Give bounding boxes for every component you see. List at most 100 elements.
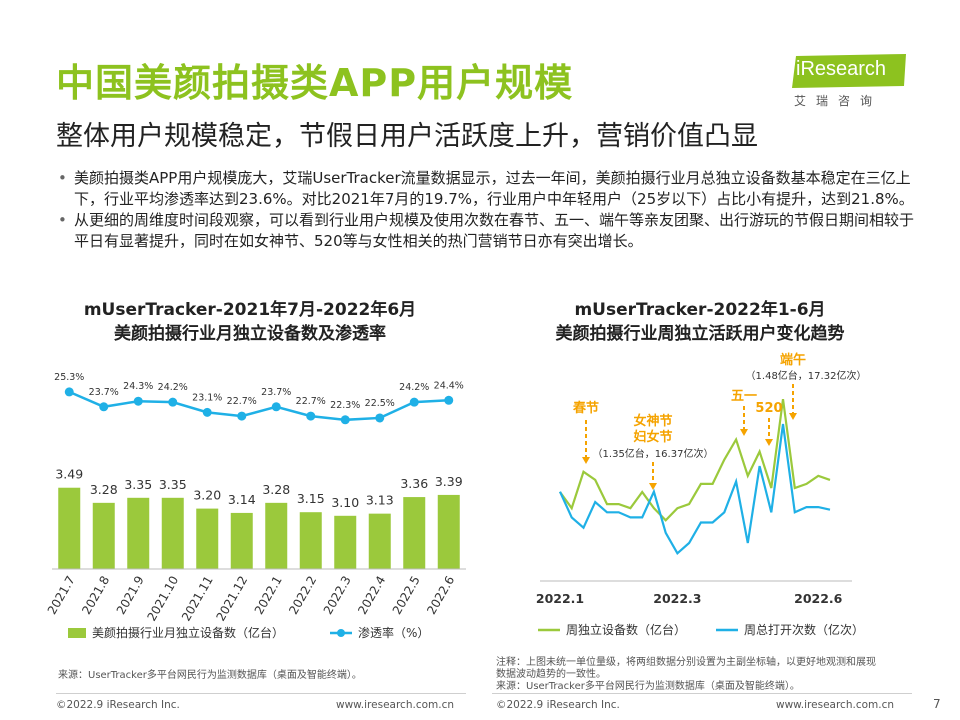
- x-tick-label: 2022.3: [321, 574, 354, 617]
- legend-opens-label: 周总打开次数（亿次）: [744, 622, 864, 637]
- penetration-line: [68, 390, 449, 422]
- bar: [230, 512, 253, 569]
- x-tick-label: 2022.1: [536, 591, 584, 606]
- annotation-arrowhead: [582, 457, 590, 464]
- footer-divider-left: [56, 693, 466, 694]
- penetration-point: [168, 397, 178, 407]
- bar: [265, 502, 288, 569]
- bar: [161, 497, 184, 569]
- annotation-arrowhead: [740, 429, 748, 436]
- logo-cn-text: 艾瑞咨询: [794, 94, 883, 108]
- bar-value-label: 3.39: [435, 474, 463, 489]
- left-chart-title-1: mUserTracker-2021年7月-2022年6月: [83, 300, 417, 320]
- monthly-devices-chart: 3.49 2021.7 3.28 2021.8 3.35 2021.9 3.35 2021.1…: [45, 372, 466, 640]
- penetration-point: [202, 407, 212, 417]
- right-chart-title-2: 美颜拍摄行业周独立活跃用户变化趋势: [555, 324, 845, 344]
- x-tick-label: 2022.3: [653, 591, 701, 606]
- penetration-label: 22.7%: [227, 396, 257, 407]
- weekly-opens-line: [558, 423, 831, 556]
- right-chart-title-1: mUserTracker-2022年1-6月: [574, 300, 826, 320]
- logo-badge: [792, 54, 906, 88]
- penetration-point: [99, 402, 109, 412]
- annotation-label: 妇女节: [632, 429, 672, 445]
- penetration-label: 23.7%: [89, 387, 119, 398]
- right-chart-note-1: 注释：上图未统一单位量级，将两组数据分别设置为主副坐标轴，以更好地观测和展现: [496, 657, 876, 668]
- annotation-label: 520: [755, 401, 782, 416]
- annotation-arrowhead: [789, 413, 797, 420]
- page-title: 中国美颜拍摄类APP用户规模: [56, 61, 574, 105]
- x-tick-label: 2022.2: [286, 574, 319, 617]
- x-tick-label: 2021.10: [144, 574, 181, 624]
- bar-value-label: 3.14: [228, 492, 256, 507]
- iresearch-logo: iResearch 艾瑞咨询: [790, 54, 910, 110]
- bullet-item: 从更细的周维度时间段观察，可以看到行业用户规模及使用次数在春节、五一、端午等亲友…: [56, 210, 926, 252]
- x-tick-label: 2022.1: [252, 574, 285, 617]
- bar-value-label: 3.13: [366, 493, 394, 508]
- annotation-value: （1.35亿台，16.37亿次）: [593, 447, 714, 460]
- bullet-item: 美颜拍摄类APP用户规模庞大，艾瑞UserTracker流量数据显示，过去一年间…: [56, 168, 926, 210]
- annotation-arrowhead: [765, 439, 773, 446]
- penetration-point: [375, 413, 385, 423]
- x-tick-label: 2022.6: [424, 574, 457, 617]
- x-tick-label: 2021.11: [179, 574, 216, 624]
- bar: [403, 497, 426, 569]
- penetration-label: 22.5%: [365, 398, 395, 409]
- bar-value-label: 3.10: [331, 495, 359, 510]
- bar-value-label: 3.35: [124, 477, 152, 492]
- bar-value-label: 3.15: [297, 491, 325, 506]
- x-tick-label: 2021.7: [45, 574, 78, 617]
- x-tick-label: 2021.8: [79, 574, 112, 617]
- penetration-point: [271, 402, 281, 412]
- page-number: 7: [933, 697, 941, 711]
- penetration-point: [133, 396, 143, 406]
- penetration-point: [444, 395, 454, 405]
- footer-copyright: ©2022.9 iResearch Inc.: [496, 699, 620, 711]
- annotation-value: （1.48亿台，17.32亿次）: [746, 369, 867, 382]
- annotation-label: 端午: [780, 352, 806, 368]
- legend-bar-label: 美颜拍摄行业月独立设备数（亿台）: [92, 625, 284, 640]
- footer-divider-right: [492, 693, 912, 694]
- page-subtitle: 整体用户规模稳定，节假日用户活跃度上升，营销价值凸显: [56, 121, 758, 152]
- right-chart-source: 来源：UserTracker多平台网民行为监测数据库（桌面及智能终端）。: [496, 681, 800, 692]
- penetration-point: [340, 415, 350, 425]
- x-tick-label: 2022.6: [794, 591, 843, 606]
- penetration-label: 22.7%: [296, 396, 326, 407]
- bar: [334, 515, 357, 569]
- bar: [299, 512, 322, 569]
- bar: [437, 494, 460, 569]
- penetration-label: 24.2%: [158, 382, 188, 393]
- bar: [92, 502, 115, 569]
- penetration-label: 24.2%: [399, 382, 429, 393]
- left-chart-title-2: 美颜拍摄行业月独立设备数及渗透率: [114, 324, 386, 344]
- penetration-point: [237, 411, 247, 421]
- right-chart-note-2: 数据波动趋势的一致性。: [496, 669, 606, 680]
- legend-bar-swatch: [68, 628, 86, 638]
- x-tick-label: 2021.12: [213, 574, 250, 624]
- penetration-label: 25.3%: [54, 372, 84, 383]
- bar-value-label: 3.20: [193, 488, 221, 503]
- penetration-point: [64, 387, 74, 397]
- logo-text: iResearch: [796, 58, 887, 80]
- bar: [196, 508, 219, 569]
- bar: [127, 497, 150, 569]
- bar-value-label: 3.35: [159, 477, 187, 492]
- bar: [368, 513, 391, 569]
- weekly-devices-line: [559, 398, 831, 522]
- penetration-label: 24.3%: [123, 381, 153, 392]
- footer-website: www.iresearch.com.cn: [336, 699, 455, 711]
- annotation-label: 五一: [731, 389, 757, 404]
- x-tick-label: 2021.9: [114, 574, 147, 617]
- annotation-arrowhead: [649, 483, 657, 490]
- left-chart-source: 来源：UserTracker多平台网民行为监测数据库（桌面及智能终端）。: [58, 670, 362, 681]
- bar-value-label: 3.28: [90, 482, 118, 497]
- penetration-point: [306, 411, 316, 421]
- footer-website: www.iresearch.com.cn: [776, 699, 895, 711]
- penetration-label: 22.3%: [330, 400, 360, 411]
- penetration-label: 23.7%: [261, 387, 291, 398]
- x-tick-label: 2022.5: [390, 574, 423, 617]
- legend-line-marker: [337, 629, 345, 637]
- bar-value-label: 3.28: [262, 482, 290, 497]
- legend-devices-label: 周独立设备数（亿台）: [566, 622, 686, 637]
- summary-bullets: 美颜拍摄类APP用户规模庞大，艾瑞UserTracker流量数据显示，过去一年间…: [56, 168, 926, 252]
